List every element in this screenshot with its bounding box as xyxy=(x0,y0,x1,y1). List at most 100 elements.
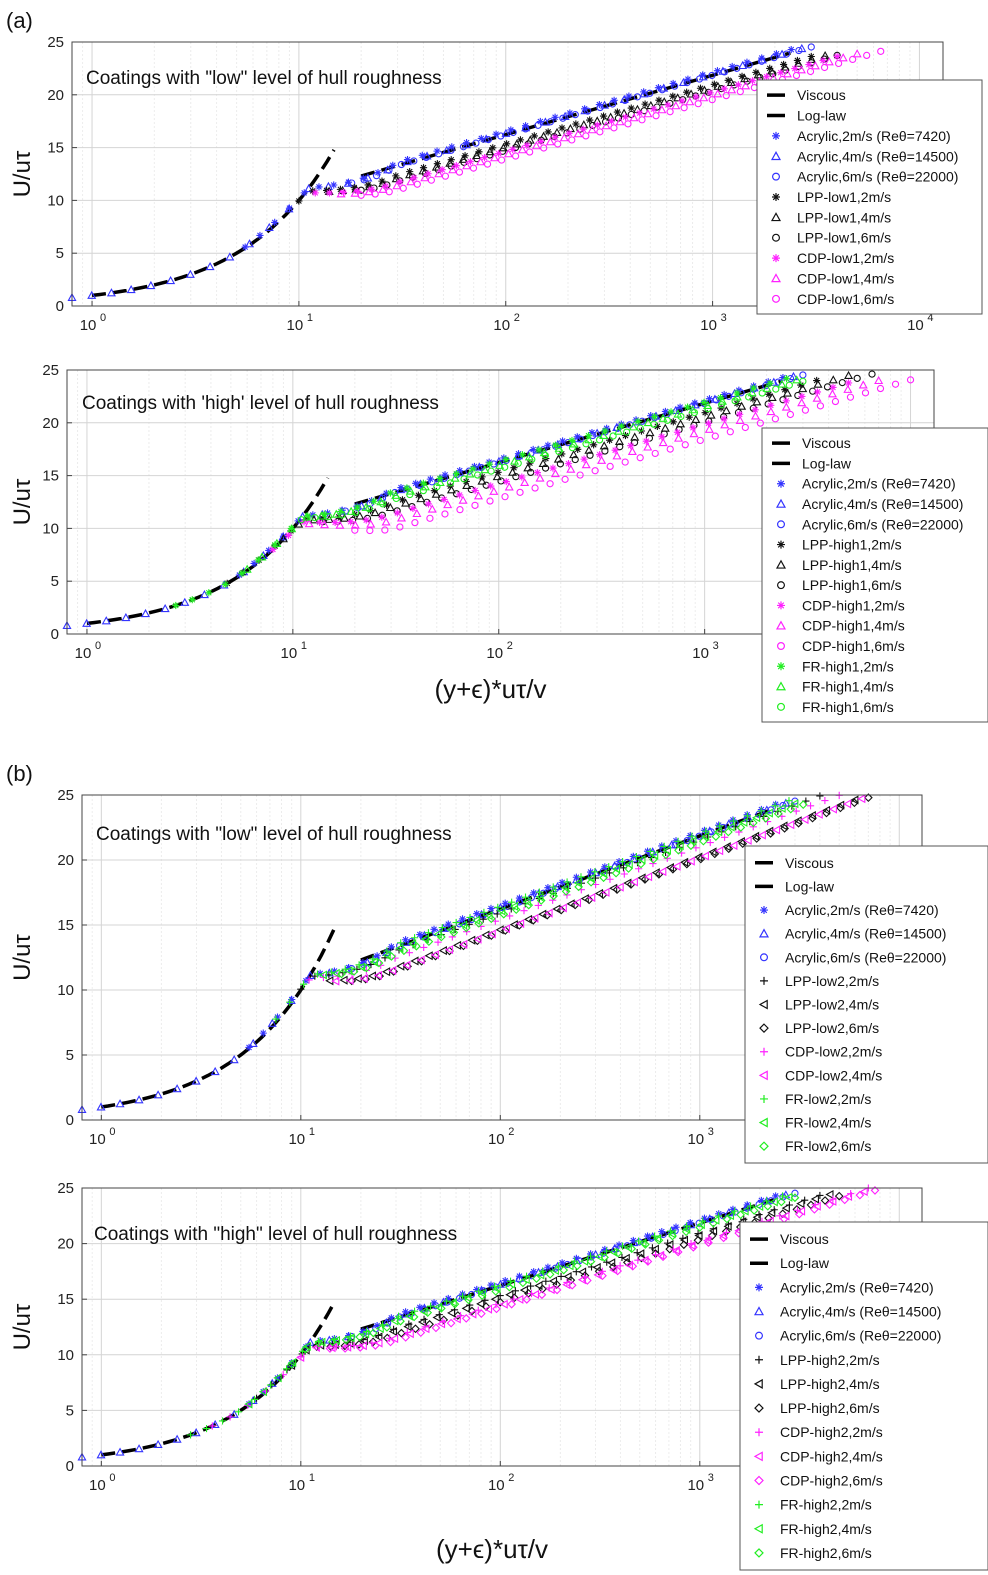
data-point xyxy=(643,442,653,451)
data-point xyxy=(338,511,346,519)
data-point xyxy=(660,842,668,851)
data-point xyxy=(552,1280,562,1289)
data-point xyxy=(82,618,92,627)
y-tick-label: 5 xyxy=(56,245,64,262)
data-point xyxy=(348,179,356,187)
data-point xyxy=(495,460,505,469)
data-point xyxy=(738,839,748,849)
legend-label: Acrylic,6m/s (Reθ=22000) xyxy=(780,1328,941,1344)
data-point xyxy=(514,459,522,467)
data-point xyxy=(736,410,744,418)
data-point xyxy=(786,804,796,814)
data-point xyxy=(325,1344,335,1353)
data-point xyxy=(680,104,688,112)
data-point xyxy=(315,518,324,526)
data-point xyxy=(730,1207,739,1215)
data-point xyxy=(410,157,418,165)
y-axis-label: U/uτ xyxy=(9,150,36,197)
data-point xyxy=(643,1232,652,1240)
data-point xyxy=(828,375,838,384)
data-point xyxy=(647,412,655,420)
data-point xyxy=(508,898,516,906)
legend-marker xyxy=(754,1548,764,1558)
data-point xyxy=(414,491,422,499)
data-point xyxy=(364,187,374,196)
data-point xyxy=(601,887,610,897)
data-point xyxy=(601,1245,609,1254)
data-point xyxy=(605,436,614,444)
data-point xyxy=(593,1270,602,1280)
data-point xyxy=(523,914,533,924)
data-point xyxy=(836,800,845,810)
data-point xyxy=(357,962,366,972)
data-point xyxy=(636,424,644,432)
data-point xyxy=(250,1395,259,1404)
data-point xyxy=(651,449,659,458)
data-point xyxy=(821,796,829,805)
data-point xyxy=(382,501,391,509)
data-point xyxy=(628,422,638,431)
data-point xyxy=(561,887,571,896)
data-point xyxy=(199,589,209,599)
data-point xyxy=(537,137,545,145)
data-point xyxy=(435,150,443,158)
data-point xyxy=(480,908,488,916)
data-point xyxy=(877,47,885,55)
data-point xyxy=(577,1275,586,1285)
data-point xyxy=(541,451,549,460)
data-point xyxy=(506,912,514,920)
data-point xyxy=(822,808,831,818)
data-point xyxy=(669,418,677,426)
legend-label: Acrylic,4m/s (Reθ=14500) xyxy=(780,1304,941,1320)
data-point xyxy=(560,883,570,893)
data-point xyxy=(793,816,802,826)
data-point xyxy=(779,60,788,69)
data-point xyxy=(627,442,635,450)
data-point xyxy=(476,157,486,166)
data-point xyxy=(514,895,525,905)
x-tick-label: 10 xyxy=(488,1477,505,1494)
data-point xyxy=(623,428,631,436)
data-point xyxy=(661,850,671,860)
data-point xyxy=(701,831,710,841)
y-tick-label: 10 xyxy=(47,192,64,209)
data-point xyxy=(776,1197,786,1207)
legend-marker xyxy=(759,1141,769,1152)
data-point xyxy=(843,799,852,809)
data-point xyxy=(678,77,688,87)
data-point xyxy=(609,1247,618,1257)
data-point xyxy=(704,88,713,96)
legend-marker xyxy=(753,1378,763,1389)
data-point xyxy=(778,1192,787,1200)
data-point xyxy=(318,970,327,980)
data-point xyxy=(799,377,807,385)
data-point xyxy=(462,139,471,147)
data-point xyxy=(460,475,468,483)
data-point xyxy=(351,508,360,516)
data-point xyxy=(643,417,653,427)
y-tick-label: 20 xyxy=(42,415,59,432)
data-point xyxy=(447,156,455,164)
legend-marker xyxy=(772,254,780,263)
legend-box xyxy=(761,427,988,723)
x-tick-exponent: 0 xyxy=(100,312,106,324)
data-point xyxy=(781,402,791,411)
data-point xyxy=(767,401,775,409)
data-point xyxy=(633,93,641,101)
data-point xyxy=(601,118,610,126)
legend-marker xyxy=(777,479,785,488)
data-point xyxy=(658,1252,668,1262)
data-point xyxy=(733,64,741,72)
data-point xyxy=(544,128,552,136)
data-point xyxy=(698,1217,707,1225)
series-8 xyxy=(325,1186,880,1353)
data-point xyxy=(711,432,719,440)
data-point xyxy=(514,1273,525,1282)
data-point xyxy=(452,1314,461,1324)
legend-marker xyxy=(770,212,782,222)
data-point xyxy=(532,1274,541,1283)
data-point xyxy=(810,61,820,70)
data-point xyxy=(779,801,787,810)
data-point xyxy=(736,823,746,832)
